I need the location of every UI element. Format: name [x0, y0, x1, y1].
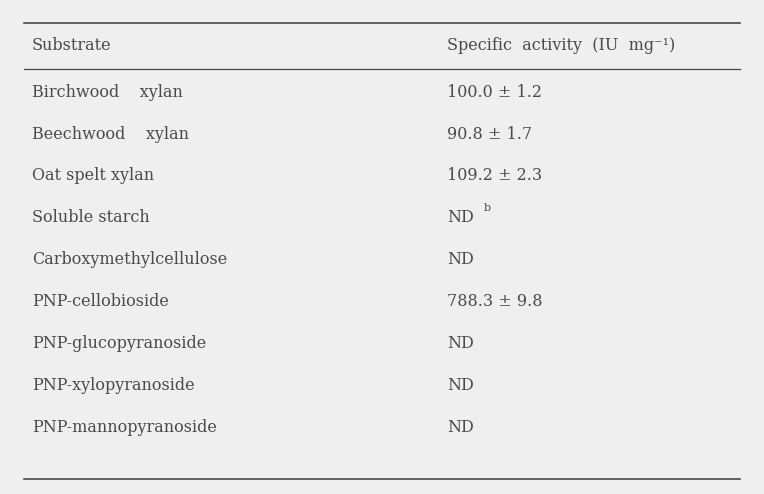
Text: ND: ND — [447, 209, 474, 226]
Text: ND: ND — [447, 251, 474, 268]
Text: ND: ND — [447, 419, 474, 436]
Text: 100.0 ± 1.2: 100.0 ± 1.2 — [447, 84, 542, 101]
Text: Soluble starch: Soluble starch — [32, 209, 150, 226]
Text: Birchwood    xylan: Birchwood xylan — [32, 84, 183, 101]
Text: 109.2 ± 2.3: 109.2 ± 2.3 — [447, 167, 542, 184]
Text: PNP-cellobioside: PNP-cellobioside — [32, 293, 169, 310]
Text: 788.3 ± 9.8: 788.3 ± 9.8 — [447, 293, 542, 310]
Text: Specific  activity  (IU  mg⁻¹): Specific activity (IU mg⁻¹) — [447, 37, 675, 54]
Text: PNP-mannopyranoside: PNP-mannopyranoside — [32, 419, 217, 436]
Text: Oat spelt xylan: Oat spelt xylan — [32, 167, 154, 184]
Text: ND: ND — [447, 377, 474, 394]
Text: b: b — [484, 203, 490, 213]
Text: ND: ND — [447, 335, 474, 352]
Text: 90.8 ± 1.7: 90.8 ± 1.7 — [447, 125, 532, 143]
Text: PNP-xylopyranoside: PNP-xylopyranoside — [32, 377, 195, 394]
Text: PNP-glucopyranoside: PNP-glucopyranoside — [32, 335, 206, 352]
Text: Substrate: Substrate — [32, 37, 112, 54]
Text: Beechwood    xylan: Beechwood xylan — [32, 125, 189, 143]
Text: Carboxymethylcellulose: Carboxymethylcellulose — [32, 251, 227, 268]
